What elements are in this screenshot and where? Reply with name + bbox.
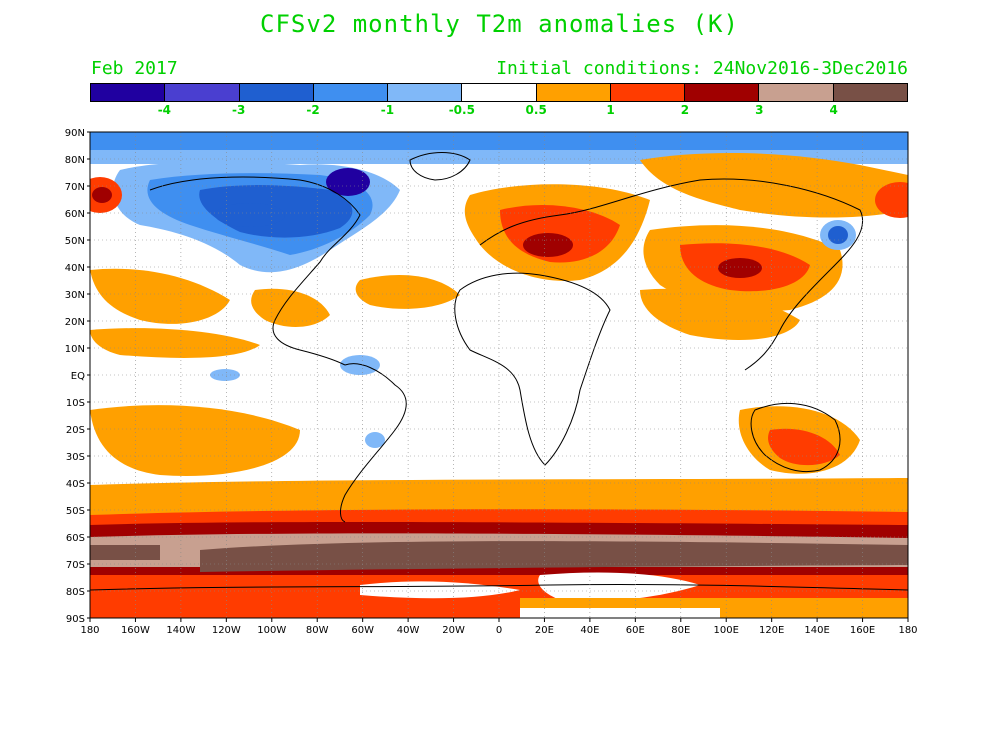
- longitude-label: 60E: [626, 625, 645, 636]
- longitude-label: 160W: [121, 625, 150, 636]
- latitude-label: EQ: [71, 371, 85, 382]
- latitude-label: 40N: [65, 263, 85, 274]
- longitude-label: 100E: [714, 625, 739, 636]
- latitude-label: 80N: [65, 155, 85, 166]
- latitude-label: 10N: [65, 344, 85, 355]
- longitude-label: 80W: [306, 625, 329, 636]
- colorbar-swatch: [759, 84, 834, 101]
- colorbar-label: 2: [680, 103, 690, 117]
- colorbar-swatch: [239, 84, 314, 101]
- latitude-label: 50N: [65, 236, 85, 247]
- latitude-label: 60S: [66, 533, 85, 544]
- longitude-ticks: 180 160W 140W 120W 100W 80W 60W 40W 20W 0 20E 40E 60…: [80, 618, 918, 636]
- valid-month: Feb 2017: [91, 58, 178, 79]
- latitude-label: 30N: [65, 290, 85, 301]
- latitude-label: 70S: [66, 560, 85, 571]
- longitude-label: 160E: [850, 625, 875, 636]
- map-field: [90, 132, 908, 618]
- colorbar-swatch: [833, 84, 907, 101]
- latitude-label: 30S: [66, 452, 85, 463]
- colorbar-swatch: [462, 84, 537, 101]
- longitude-label: 80E: [671, 625, 690, 636]
- longitude-label: 100W: [257, 625, 286, 636]
- colorbar-swatch: [165, 84, 240, 101]
- map-title: CFSv2 monthly T2m anomalies (K): [260, 10, 739, 38]
- map-grid: [90, 132, 908, 618]
- longitude-label: 60W: [351, 625, 374, 636]
- colorbar: [90, 83, 908, 102]
- colorbar-swatch: [313, 84, 389, 101]
- colorbar-swatch: [685, 84, 760, 101]
- colorbar-swatch: [610, 84, 686, 101]
- colorbar-swatch: [536, 84, 611, 101]
- longitude-label: 120E: [759, 625, 784, 636]
- colorbar-label: 4: [829, 103, 838, 117]
- colorbar-label: -2: [306, 103, 320, 117]
- colorbar-label: -1: [380, 103, 395, 117]
- colorbar-label: -0.5: [448, 103, 475, 117]
- latitude-ticks: 90N 80N 70N 60N 50N 40N 30N 20N 10N EQ 10S 20S 30S 40…: [65, 128, 90, 625]
- longitude-label: 0: [496, 625, 502, 636]
- latitude-label: 20N: [65, 317, 85, 328]
- initial-conditions: Initial conditions: 24Nov2016-3Dec2016: [496, 58, 908, 79]
- latitude-label: 40S: [66, 479, 85, 490]
- longitude-label: 40W: [397, 625, 420, 636]
- longitude-label: 140W: [166, 625, 195, 636]
- longitude-label: 20W: [442, 625, 465, 636]
- longitude-label: 120W: [212, 625, 241, 636]
- latitude-label: 60N: [65, 209, 85, 220]
- colorbar-label: 3: [755, 103, 764, 117]
- longitude-label: 20E: [535, 625, 554, 636]
- colorbar-label: -3: [232, 103, 246, 117]
- colorbar-label: -4: [157, 103, 172, 117]
- colorbar-label: 0.5: [525, 103, 547, 117]
- longitude-label: 40E: [580, 625, 599, 636]
- longitude-label: 180: [80, 625, 99, 636]
- latitude-label: 70N: [65, 182, 85, 193]
- latitude-label: 80S: [66, 587, 85, 598]
- longitude-label: 180: [898, 625, 917, 636]
- colorbar-swatch: [388, 84, 463, 101]
- colorbar-labels: -4 -3 -2 -1 -0.5 0.5 1 2 3 4: [90, 103, 908, 119]
- latitude-label: 90S: [66, 614, 85, 625]
- longitude-label: 140E: [804, 625, 829, 636]
- colorbar-label: 1: [606, 103, 615, 117]
- latitude-label: 90N: [65, 128, 85, 139]
- latitude-label: 10S: [66, 398, 85, 409]
- coastlines: [89, 152, 909, 591]
- latitude-label: 20S: [66, 425, 85, 436]
- colorbar-swatch: [91, 84, 166, 101]
- latitude-label: 50S: [66, 506, 85, 517]
